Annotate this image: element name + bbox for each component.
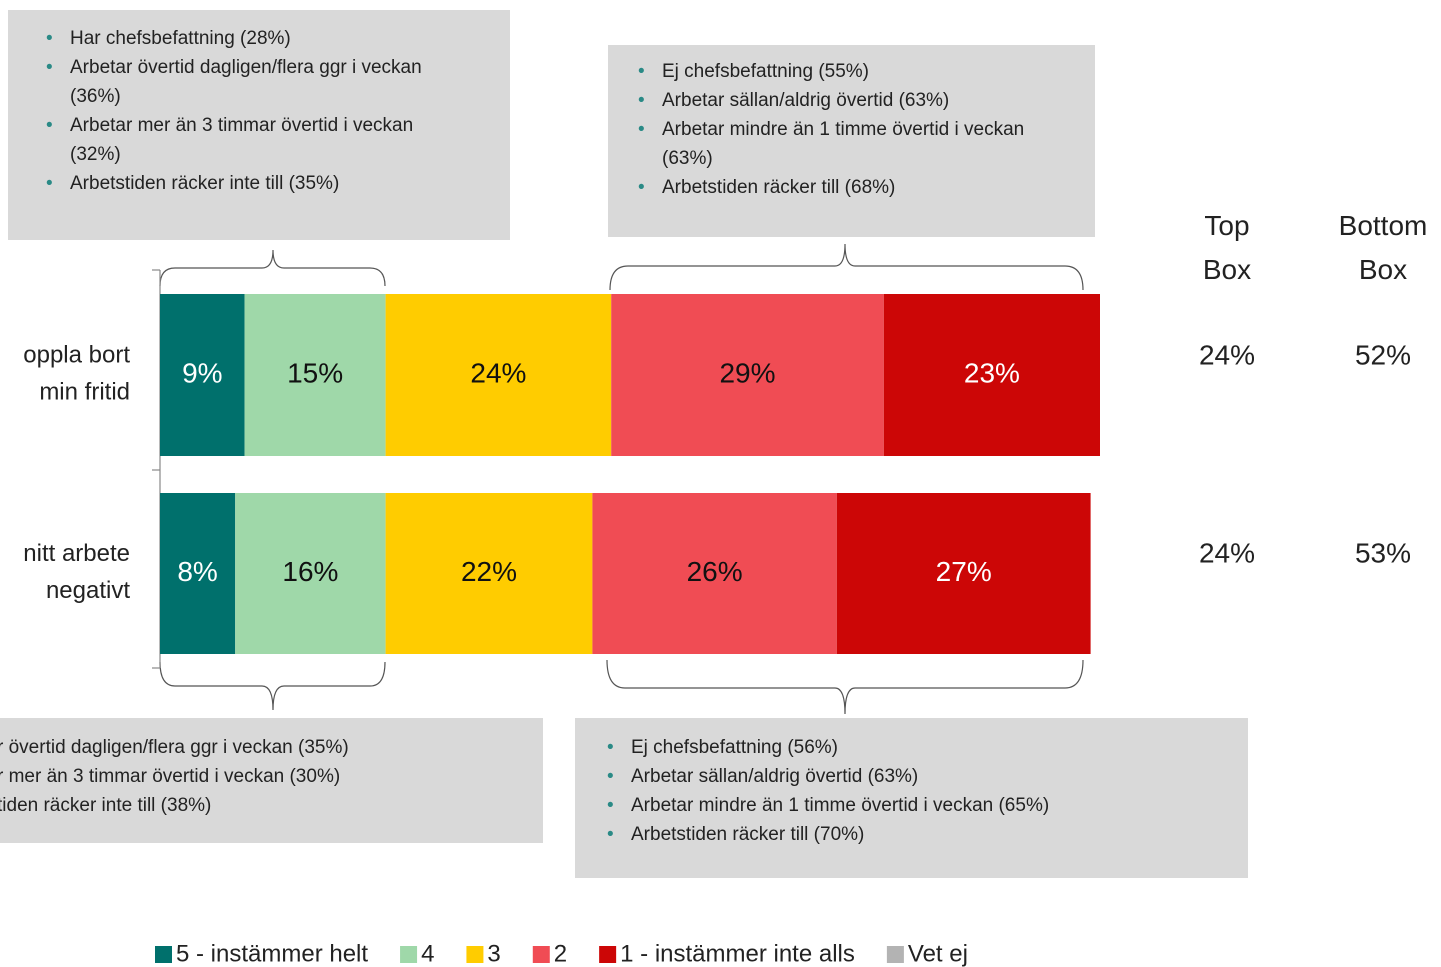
value-label: 23% (964, 357, 1020, 388)
value-label: 26% (687, 556, 743, 587)
column-header: Top Box (1203, 210, 1251, 285)
bar-segment (160, 294, 245, 456)
column-value: 24% (1199, 537, 1255, 568)
legend-swatch (466, 946, 484, 963)
bullet-item: tiden räcker inte till (38%) (0, 795, 212, 816)
category-label: oppla bort min fritid (23, 342, 130, 406)
value-label: 24% (470, 357, 526, 388)
bar-segment (592, 493, 837, 654)
bullet-item: Har chefsbefattning (28%) (34, 24, 450, 53)
brace (606, 659, 1084, 715)
legend-swatch (599, 946, 617, 963)
annotation-box: r övertid dagligen/flera ggr i veckan (3… (0, 718, 543, 843)
legend-label: 1 - instämmer inte alls (620, 940, 855, 967)
bar-segment (160, 493, 236, 654)
value-label: 8% (177, 556, 217, 587)
bullet-item: Arbetstiden räcker till (68%) (626, 173, 1065, 202)
bar-segment (385, 294, 612, 456)
legend-label: 3 (487, 940, 500, 967)
bar-segment (235, 493, 386, 654)
bullet-item: Arbetar mer än 3 timmar övertid i veckan… (34, 111, 450, 169)
bullet-item: Arbetar mindre än 1 timme övertid i veck… (626, 115, 1065, 173)
bullet-item: Ej chefsbefattning (55%) (626, 57, 1065, 86)
annotation-box: Ej chefsbefattning (55%)Arbetar sällan/a… (608, 45, 1095, 237)
category-label: nitt arbete negativt (23, 540, 130, 604)
legend-label: 5 - instämmer helt (176, 940, 368, 967)
bar-segment (836, 493, 1091, 654)
bullet-item: Arbetar sällan/aldrig övertid (63%) (626, 86, 1065, 115)
bullet-item: Arbetar övertid dagligen/flera ggr i vec… (34, 53, 450, 111)
bullet-list: Ej chefsbefattning (55%)Arbetar sällan/a… (626, 57, 1065, 202)
legend-swatch (155, 946, 172, 963)
value-label: 22% (461, 556, 517, 587)
bullet-item: r övertid dagligen/flera ggr i veckan (3… (0, 737, 349, 758)
value-label: 16% (282, 556, 338, 587)
bullet-list: r övertid dagligen/flera ggr i veckan (3… (0, 733, 533, 820)
brace (609, 243, 1084, 291)
value-label: 15% (287, 357, 343, 388)
brace (159, 661, 386, 711)
annotation-box: Ej chefsbefattning (56%)Arbetar sällan/a… (575, 718, 1248, 878)
bar-segment (611, 294, 884, 456)
bullet-list: Ej chefsbefattning (56%)Arbetar sällan/a… (595, 733, 1238, 849)
bullet-item: Ej chefsbefattning (56%) (595, 733, 1238, 762)
column-value: 53% (1355, 537, 1411, 568)
braces (159, 243, 1084, 715)
value-label: 9% (182, 357, 222, 388)
bar-segment (883, 294, 1100, 456)
legend-label: Vet ej (908, 940, 968, 967)
bullet-item: r mer än 3 timmar övertid i veckan (30%) (0, 766, 341, 787)
value-label: 27% (936, 556, 992, 587)
legend-swatch (532, 946, 550, 963)
bullet-list: Har chefsbefattning (28%)Arbetar övertid… (34, 24, 450, 198)
bullet-item: Arbetstiden räcker inte till (35%) (34, 169, 450, 198)
bullet-item: Arbetar sällan/aldrig övertid (63%) (595, 762, 1238, 791)
value-label: 29% (719, 357, 775, 388)
bullet-item: Arbetar mindre än 1 timme övertid i veck… (595, 791, 1238, 820)
legend-swatch (400, 946, 418, 963)
legend-swatch (886, 946, 904, 963)
bar-segment (385, 493, 593, 654)
legend-label: 2 (554, 940, 567, 967)
bullet-item: Arbetstiden räcker till (70%) (595, 820, 1238, 849)
brace (159, 249, 386, 287)
column-value: 52% (1355, 339, 1411, 370)
legend-label: 4 (421, 940, 434, 967)
annotation-box: Har chefsbefattning (28%)Arbetar övertid… (8, 10, 510, 240)
bar-segment (244, 294, 386, 456)
column-header: Bottom Box (1339, 210, 1428, 285)
column-value: 24% (1199, 339, 1255, 370)
